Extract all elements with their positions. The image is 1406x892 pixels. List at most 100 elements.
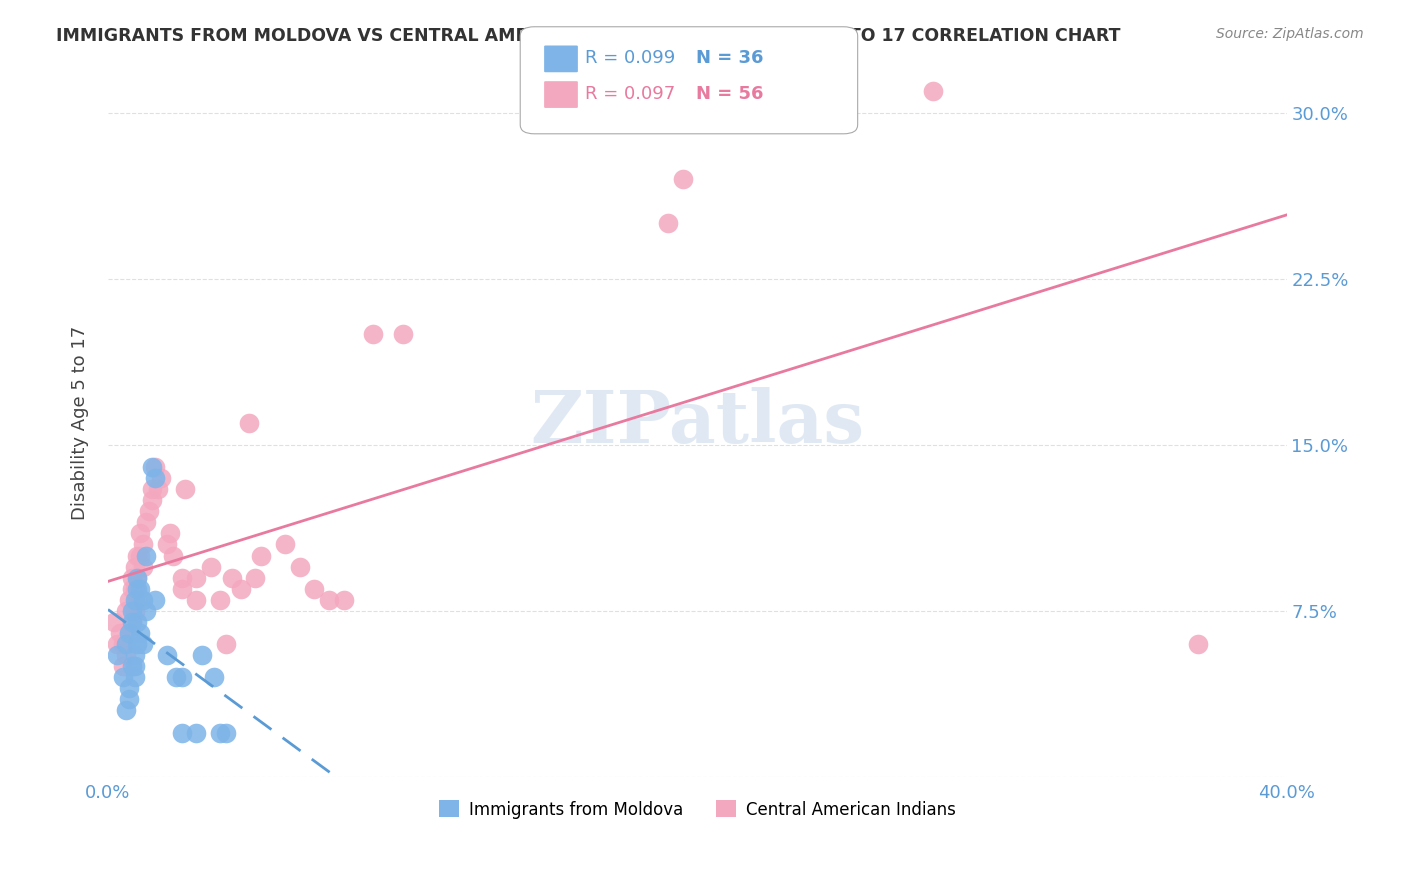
- Point: [922, 84, 945, 98]
- Point: [132, 559, 155, 574]
- Point: [124, 648, 146, 662]
- Text: R = 0.097: R = 0.097: [585, 85, 675, 103]
- Point: [132, 537, 155, 551]
- Point: [238, 416, 260, 430]
- Point: [114, 637, 136, 651]
- Point: [250, 549, 273, 563]
- Point: [117, 681, 139, 696]
- Point: [141, 493, 163, 508]
- Point: [121, 582, 143, 596]
- Point: [245, 571, 267, 585]
- Point: [170, 725, 193, 739]
- Point: [127, 637, 149, 651]
- Point: [186, 592, 208, 607]
- Point: [200, 559, 222, 574]
- Point: [129, 549, 152, 563]
- Point: [229, 582, 252, 596]
- Point: [121, 659, 143, 673]
- Point: [143, 592, 166, 607]
- Point: [143, 460, 166, 475]
- Point: [186, 725, 208, 739]
- Point: [124, 592, 146, 607]
- Point: [170, 571, 193, 585]
- Point: [111, 637, 134, 651]
- Point: [162, 549, 184, 563]
- Point: [127, 571, 149, 585]
- Point: [138, 504, 160, 518]
- Point: [135, 516, 157, 530]
- Point: [304, 582, 326, 596]
- Point: [657, 217, 679, 231]
- Point: [173, 482, 195, 496]
- Point: [156, 648, 179, 662]
- Point: [114, 648, 136, 662]
- Point: [103, 615, 125, 629]
- Text: ZIPatlas: ZIPatlas: [530, 387, 865, 458]
- Point: [156, 537, 179, 551]
- Point: [221, 571, 243, 585]
- Point: [332, 592, 354, 607]
- Text: IMMIGRANTS FROM MOLDOVA VS CENTRAL AMERICAN INDIAN DISABILITY AGE 5 TO 17 CORREL: IMMIGRANTS FROM MOLDOVA VS CENTRAL AMERI…: [56, 27, 1121, 45]
- Point: [124, 659, 146, 673]
- Point: [129, 526, 152, 541]
- Point: [208, 592, 231, 607]
- Point: [127, 592, 149, 607]
- Point: [202, 670, 225, 684]
- Point: [671, 172, 693, 186]
- Point: [129, 626, 152, 640]
- Point: [124, 604, 146, 618]
- Point: [124, 582, 146, 596]
- Point: [129, 582, 152, 596]
- Point: [105, 637, 128, 651]
- Point: [124, 670, 146, 684]
- Point: [121, 615, 143, 629]
- Point: [121, 571, 143, 585]
- Point: [111, 670, 134, 684]
- Point: [108, 626, 131, 640]
- Point: [165, 670, 187, 684]
- Y-axis label: Disability Age 5 to 17: Disability Age 5 to 17: [72, 326, 89, 520]
- Point: [1187, 637, 1209, 651]
- Point: [117, 626, 139, 640]
- Point: [208, 725, 231, 739]
- Point: [159, 526, 181, 541]
- Point: [127, 549, 149, 563]
- Point: [105, 648, 128, 662]
- Point: [135, 549, 157, 563]
- Point: [111, 659, 134, 673]
- Text: Source: ZipAtlas.com: Source: ZipAtlas.com: [1216, 27, 1364, 41]
- Point: [361, 327, 384, 342]
- Point: [117, 692, 139, 706]
- Point: [143, 471, 166, 485]
- Point: [150, 471, 173, 485]
- Point: [146, 482, 169, 496]
- Text: N = 56: N = 56: [696, 85, 763, 103]
- Point: [127, 571, 149, 585]
- Point: [114, 703, 136, 717]
- Point: [124, 559, 146, 574]
- Point: [141, 460, 163, 475]
- Text: R = 0.099: R = 0.099: [585, 49, 675, 67]
- Point: [114, 604, 136, 618]
- Point: [318, 592, 340, 607]
- Point: [141, 482, 163, 496]
- Point: [117, 626, 139, 640]
- Point: [391, 327, 413, 342]
- Point: [132, 637, 155, 651]
- Point: [170, 670, 193, 684]
- Point: [186, 571, 208, 585]
- Point: [135, 604, 157, 618]
- Point: [121, 615, 143, 629]
- Point: [127, 582, 149, 596]
- Point: [170, 582, 193, 596]
- Point: [127, 615, 149, 629]
- Point: [215, 637, 238, 651]
- Text: N = 36: N = 36: [696, 49, 763, 67]
- Point: [121, 604, 143, 618]
- Legend: Immigrants from Moldova, Central American Indians: Immigrants from Moldova, Central America…: [432, 794, 963, 825]
- Point: [117, 592, 139, 607]
- Point: [274, 537, 297, 551]
- Point: [191, 648, 214, 662]
- Point: [132, 592, 155, 607]
- Point: [215, 725, 238, 739]
